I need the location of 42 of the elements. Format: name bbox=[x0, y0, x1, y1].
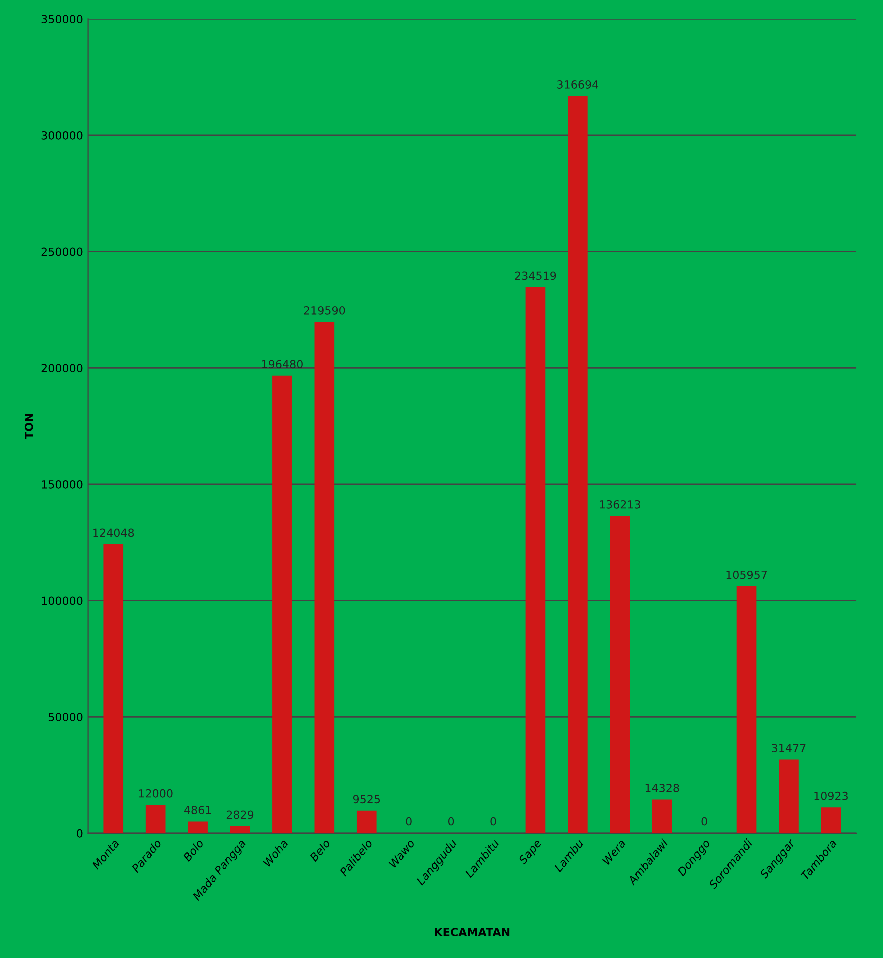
y-tick-label: 300000 bbox=[42, 131, 83, 140]
y-tick-label: 350000 bbox=[42, 15, 83, 24]
bar bbox=[272, 376, 292, 834]
data-label: 0 bbox=[406, 817, 412, 826]
data-label: 316694 bbox=[558, 80, 599, 89]
bar bbox=[146, 805, 166, 834]
data-label: 0 bbox=[702, 817, 708, 826]
data-label: 10923 bbox=[814, 792, 848, 800]
bar bbox=[736, 586, 757, 834]
data-label: 105957 bbox=[726, 570, 768, 580]
data-label: 124048 bbox=[94, 528, 134, 538]
data-label: 0 bbox=[490, 817, 496, 826]
bar bbox=[821, 808, 842, 834]
data-label: 9525 bbox=[353, 795, 380, 804]
bar bbox=[188, 822, 208, 834]
y-tick-label: 0 bbox=[77, 829, 83, 838]
data-label: 219590 bbox=[304, 306, 346, 315]
data-label: 14328 bbox=[646, 784, 680, 792]
bar bbox=[568, 96, 588, 834]
y-tick-label: 100000 bbox=[42, 596, 83, 606]
data-label: 4861 bbox=[184, 806, 212, 814]
data-label: 0 bbox=[448, 817, 454, 826]
data-label: 234519 bbox=[515, 272, 556, 280]
y-tick-label: 50000 bbox=[48, 713, 83, 722]
data-label: 136213 bbox=[600, 500, 640, 509]
y-axis-title: TON bbox=[24, 414, 34, 440]
bar bbox=[779, 760, 799, 834]
bar bbox=[230, 826, 250, 834]
y-tick-label: 200000 bbox=[42, 364, 83, 373]
bar bbox=[652, 800, 672, 834]
bar bbox=[314, 322, 335, 834]
y-tick-label: 150000 bbox=[42, 480, 83, 489]
bar bbox=[104, 544, 124, 834]
bar bbox=[526, 287, 546, 834]
data-label: 2829 bbox=[226, 810, 254, 820]
y-tick-label: 250000 bbox=[42, 248, 83, 256]
data-label: 12000 bbox=[139, 789, 173, 798]
data-label: 31477 bbox=[772, 744, 806, 753]
x-axis-title: KECAMATAN bbox=[435, 928, 510, 936]
bar bbox=[356, 810, 377, 834]
bar bbox=[610, 516, 630, 834]
data-label: 196480 bbox=[262, 360, 303, 369]
